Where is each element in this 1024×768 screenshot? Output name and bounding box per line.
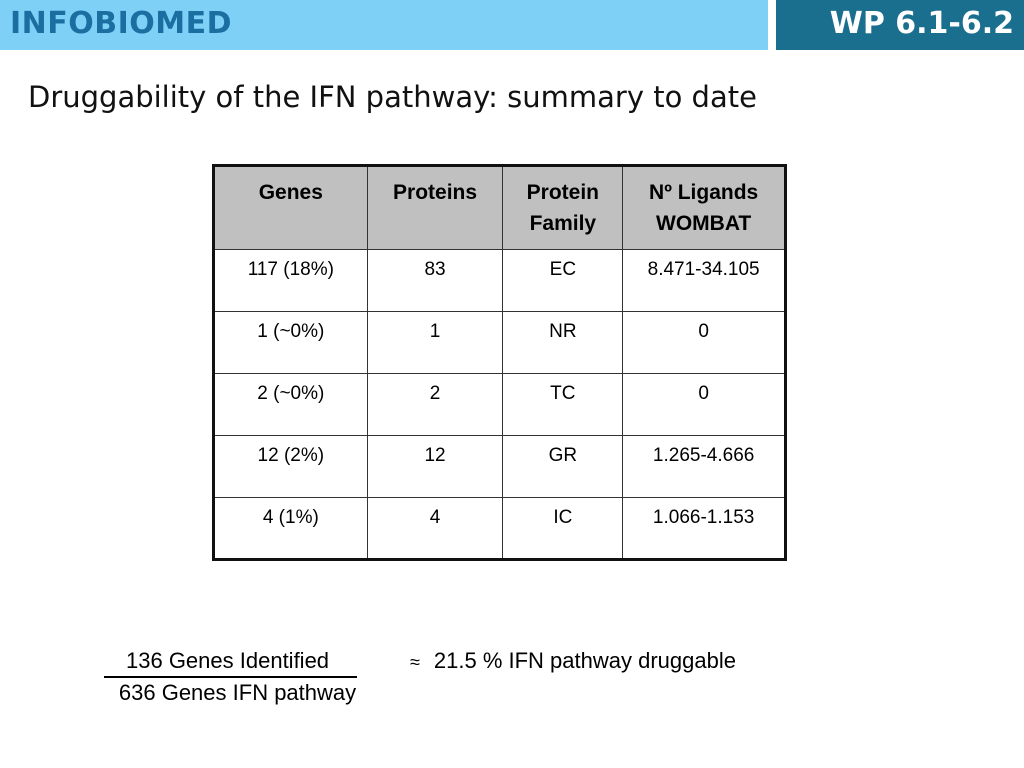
- cell-proteins: 12: [366, 435, 504, 498]
- genes-fraction: 136 Genes Identified 636 Genes IFN pathw…: [104, 648, 358, 706]
- cell-family: GR: [502, 435, 624, 498]
- cell-ligands: 1.066-1.153: [622, 497, 786, 560]
- header-ligands-wombat: Nº Ligands WOMBAT: [622, 165, 786, 250]
- cell-family: IC: [502, 497, 624, 560]
- cell-ligands: 0: [622, 373, 786, 436]
- cell-proteins: 2: [366, 373, 504, 436]
- druggability-table: Genes Proteins Protein Family Nº Ligands W…: [212, 164, 787, 561]
- header-brand-bar: INFOBIOMED: [0, 0, 768, 50]
- approx-symbol: ≈: [410, 652, 420, 672]
- cell-genes: 12 (2%): [213, 435, 368, 498]
- cell-ligands: 8.471-34.105: [622, 249, 786, 312]
- table-row: 4 (1%) 4 IC 1.066-1.153: [213, 497, 786, 560]
- header-genes: Genes: [213, 165, 368, 250]
- table-row: 12 (2%) 12 GR 1.265-4.666: [213, 435, 786, 498]
- fraction-numerator: 136 Genes Identified: [104, 648, 358, 678]
- header-wp-bar: WP 6.1-6.2: [776, 0, 1024, 50]
- result-text: 21.5 % IFN pathway druggable: [433, 648, 736, 673]
- table-header-row: Genes Proteins Protein Family Nº Ligands W…: [213, 165, 786, 250]
- druggable-result: ≈21.5 % IFN pathway druggable: [410, 648, 736, 674]
- cell-proteins: 1: [366, 311, 504, 374]
- cell-proteins: 4: [366, 497, 504, 560]
- cell-family: EC: [502, 249, 624, 312]
- cell-family: TC: [502, 373, 624, 436]
- table-row: 117 (18%) 83 EC 8.471-34.105: [213, 249, 786, 312]
- cell-family: NR: [502, 311, 624, 374]
- table-row: 2 (~0%) 2 TC 0: [213, 373, 786, 436]
- cell-ligands: 1.265-4.666: [622, 435, 786, 498]
- table-row: 1 (~0%) 1 NR 0: [213, 311, 786, 374]
- cell-ligands: 0: [622, 311, 786, 374]
- fraction-denominator: 636 Genes IFN pathway: [118, 680, 357, 705]
- cell-proteins: 83: [366, 249, 504, 312]
- page-title: Druggability of the IFN pathway: summary…: [28, 80, 757, 114]
- header-protein-family: Protein Family: [502, 165, 624, 250]
- brand-title: INFOBIOMED: [10, 6, 233, 41]
- header-proteins: Proteins: [366, 165, 504, 250]
- cell-genes: 4 (1%): [213, 497, 368, 560]
- cell-genes: 2 (~0%): [213, 373, 368, 436]
- work-package-label: WP 6.1-6.2: [829, 6, 1014, 41]
- cell-genes: 1 (~0%): [213, 311, 368, 374]
- cell-genes: 117 (18%): [213, 249, 368, 312]
